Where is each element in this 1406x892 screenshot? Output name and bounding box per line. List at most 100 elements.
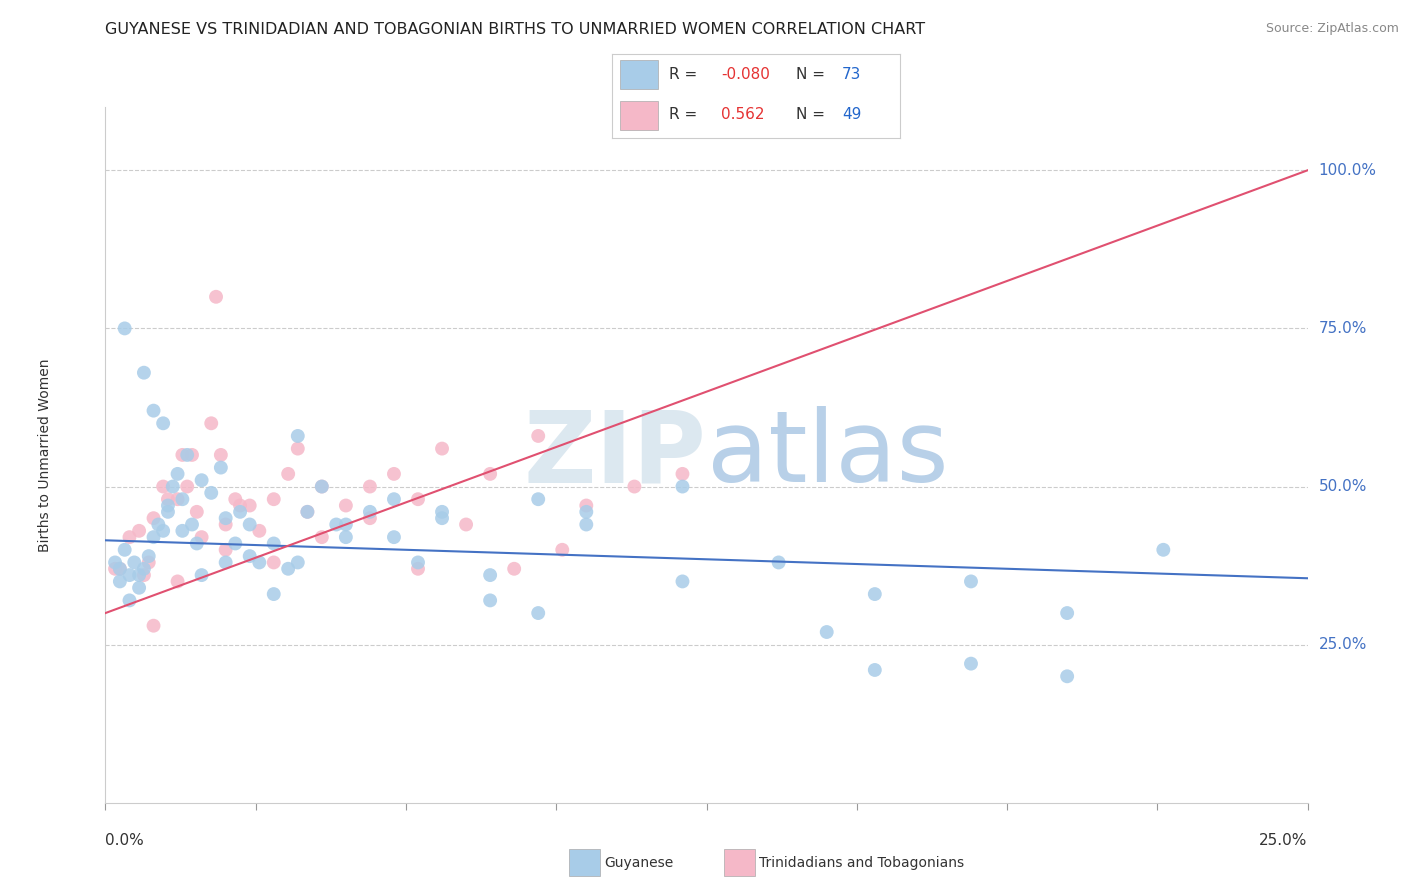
Point — [132, 366, 155, 380]
Point — [311, 530, 333, 544]
Point — [263, 587, 285, 601]
Point — [325, 517, 347, 532]
Point — [200, 486, 222, 500]
Point — [114, 542, 136, 557]
Point — [287, 556, 309, 570]
Text: 0.0%: 0.0% — [105, 833, 145, 848]
Point — [214, 511, 236, 525]
Point — [247, 556, 270, 570]
Text: -0.080: -0.080 — [721, 67, 770, 82]
Point — [156, 505, 179, 519]
Text: 50.0%: 50.0% — [1319, 479, 1367, 494]
Point — [406, 492, 429, 507]
Point — [311, 479, 333, 493]
Point — [142, 618, 165, 632]
Point — [156, 499, 179, 513]
Text: 75.0%: 75.0% — [1319, 321, 1367, 336]
Point — [815, 625, 838, 640]
Point — [214, 542, 236, 557]
Point — [128, 568, 150, 582]
Point — [671, 479, 693, 493]
Point — [297, 505, 319, 519]
Point — [239, 517, 262, 532]
Point — [108, 562, 131, 576]
Text: Source: ZipAtlas.com: Source: ZipAtlas.com — [1265, 22, 1399, 36]
Point — [118, 568, 141, 582]
Point — [128, 524, 150, 538]
Point — [277, 467, 299, 481]
Point — [239, 499, 262, 513]
Point — [527, 606, 550, 620]
Point — [671, 574, 693, 589]
Point — [142, 511, 165, 525]
Point — [359, 505, 381, 519]
Point — [132, 568, 155, 582]
Point — [287, 442, 309, 456]
Point — [190, 473, 212, 487]
Text: atlas: atlas — [707, 407, 948, 503]
Text: ZIP: ZIP — [523, 407, 707, 503]
Point — [152, 479, 174, 493]
Text: Trinidadians and Tobagonians: Trinidadians and Tobagonians — [759, 855, 965, 870]
Point — [768, 556, 790, 570]
Point — [224, 492, 246, 507]
Point — [430, 505, 453, 519]
Point — [152, 417, 174, 431]
Point — [575, 517, 598, 532]
Point — [382, 530, 405, 544]
Point — [186, 536, 208, 550]
Text: 73: 73 — [842, 67, 862, 82]
Point — [335, 530, 357, 544]
Point — [166, 467, 188, 481]
Point — [263, 536, 285, 550]
Point — [263, 492, 285, 507]
Point — [176, 448, 198, 462]
Point — [575, 499, 598, 513]
Point — [551, 542, 574, 557]
Point — [623, 479, 645, 493]
Point — [118, 530, 141, 544]
Point — [108, 562, 131, 576]
Point — [430, 511, 453, 525]
Point — [479, 593, 502, 607]
Point — [479, 568, 502, 582]
FancyBboxPatch shape — [620, 101, 658, 130]
Point — [132, 562, 155, 576]
Point — [108, 574, 131, 589]
Text: GUYANESE VS TRINIDADIAN AND TOBAGONIAN BIRTHS TO UNMARRIED WOMEN CORRELATION CHA: GUYANESE VS TRINIDADIAN AND TOBAGONIAN B… — [105, 22, 925, 37]
Point — [156, 492, 179, 507]
Text: Guyanese: Guyanese — [605, 855, 673, 870]
Text: 49: 49 — [842, 107, 862, 122]
Point — [960, 574, 983, 589]
Point — [229, 499, 252, 513]
Point — [104, 562, 127, 576]
Point — [190, 568, 212, 582]
Point — [454, 517, 477, 532]
Point — [335, 499, 357, 513]
Point — [186, 505, 208, 519]
Point — [527, 492, 550, 507]
Point — [224, 536, 246, 550]
Point — [138, 549, 160, 563]
Point — [671, 467, 693, 481]
Point — [960, 657, 983, 671]
Point — [863, 587, 886, 601]
Point — [172, 524, 194, 538]
Text: N =: N = — [796, 107, 825, 122]
Point — [247, 524, 270, 538]
Point — [181, 517, 204, 532]
Point — [1056, 669, 1078, 683]
Point — [200, 417, 222, 431]
Point — [1056, 606, 1078, 620]
Point — [277, 562, 299, 576]
Point — [172, 492, 194, 507]
Point — [172, 448, 194, 462]
Text: R =: R = — [669, 67, 697, 82]
Point — [162, 479, 184, 493]
Point — [124, 556, 146, 570]
Point — [359, 511, 381, 525]
Point — [406, 556, 429, 570]
Text: R =: R = — [669, 107, 697, 122]
Point — [239, 549, 262, 563]
Point — [382, 467, 405, 481]
